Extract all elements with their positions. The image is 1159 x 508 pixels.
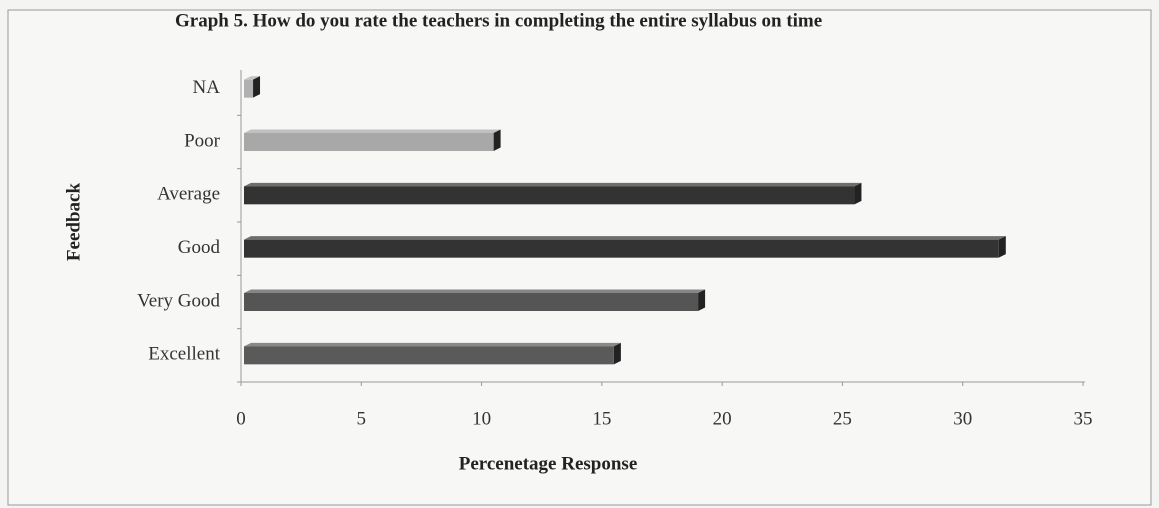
- y-axis-label: Feedback: [63, 183, 84, 262]
- y-tick-label: NA: [193, 77, 221, 98]
- x-tick-label: 30: [953, 408, 972, 429]
- bar-face: [244, 293, 699, 311]
- bar-top: [244, 236, 1006, 240]
- bar: [244, 182, 862, 205]
- chart-title: Graph 5. How do you rate the teachers in…: [175, 10, 822, 31]
- bar-face: [244, 186, 855, 205]
- bar: [244, 76, 261, 98]
- x-tick-label: 20: [713, 408, 732, 429]
- bar-face: [244, 79, 254, 98]
- bar-side: [998, 236, 1006, 258]
- bar-side: [613, 342, 621, 365]
- y-tick-label: Good: [178, 237, 221, 258]
- bar-top: [244, 76, 261, 80]
- bar-side: [493, 129, 501, 151]
- bar: [244, 342, 621, 365]
- bar: [244, 289, 706, 311]
- bar-face: [244, 239, 999, 258]
- bar-top: [244, 289, 706, 293]
- bar: [244, 236, 1006, 258]
- x-tick-label: 0: [236, 408, 246, 429]
- x-tick-label: 10: [472, 408, 491, 429]
- x-tick-label: 25: [833, 408, 852, 429]
- y-tick-label: Excellent: [148, 344, 220, 365]
- bar-side: [698, 289, 706, 311]
- x-tick-label: 5: [357, 408, 367, 429]
- bar-top: [244, 129, 501, 133]
- bar-top: [244, 342, 621, 347]
- bar: [244, 129, 501, 151]
- bar-side: [253, 76, 261, 98]
- y-tick-label: Poor: [184, 130, 221, 151]
- x-axis-label: Percenetage Response: [459, 453, 638, 474]
- y-tick-label: Average: [157, 184, 220, 205]
- bar-side: [854, 182, 862, 205]
- x-tick-label: 15: [592, 408, 611, 429]
- bar-top: [244, 182, 862, 187]
- bar-face: [244, 133, 494, 151]
- x-tick-label: 35: [1074, 408, 1093, 429]
- bar-face: [244, 346, 614, 365]
- y-tick-label: Very Good: [137, 290, 220, 311]
